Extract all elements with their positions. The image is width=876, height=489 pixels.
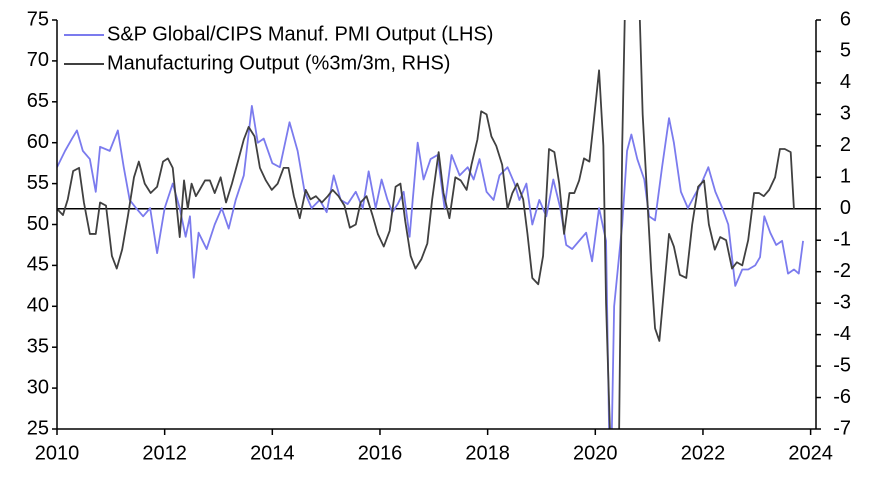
y-tick-label: 40	[27, 295, 49, 317]
x-tick-label: 2024	[788, 442, 833, 464]
series-line	[57, 20, 795, 429]
y-tick-label: 65	[27, 90, 49, 112]
y2-tick-label: 5	[840, 40, 851, 62]
y-tick-label: 35	[27, 335, 49, 357]
y2-tick-label: -6	[833, 386, 851, 408]
y-tick-label: 70	[27, 49, 49, 71]
y-tick-label: 75	[27, 8, 49, 30]
y-tick-label: 60	[27, 131, 49, 153]
legend-label: S&P Global/CIPS Manuf. PMI Output (LHS)	[107, 23, 493, 45]
series-line	[57, 104, 804, 429]
x-tick-label: 2010	[35, 442, 80, 464]
y-tick-label: 25	[27, 417, 49, 439]
y2-tick-label: -3	[833, 291, 851, 313]
y-tick-label: 50	[27, 213, 49, 235]
x-tick-label: 2012	[142, 442, 187, 464]
y2-tick-label: 3	[840, 103, 851, 125]
y2-tick-label: -7	[833, 417, 851, 439]
y2-tick-label: -4	[833, 323, 851, 345]
y-tick-label: 45	[27, 254, 49, 276]
x-tick-label: 2018	[465, 442, 510, 464]
y2-tick-label: 0	[840, 197, 851, 219]
axes-layer: 2530354045505560657075-7-6-5-4-3-2-10123…	[27, 8, 851, 464]
y2-tick-label: -5	[833, 354, 851, 376]
lines-layer	[57, 20, 804, 429]
y2-tick-label: -2	[833, 260, 851, 282]
x-tick-label: 2022	[681, 442, 726, 464]
legend-label: Manufacturing Output (%3m/3m, RHS)	[107, 52, 450, 74]
y2-tick-label: 2	[840, 134, 851, 156]
x-tick-label: 2014	[250, 442, 295, 464]
y2-tick-label: 1	[840, 166, 851, 188]
x-tick-label: 2020	[573, 442, 618, 464]
y2-tick-label: 6	[840, 8, 851, 30]
x-tick-label: 2016	[358, 442, 403, 464]
y2-tick-label: -1	[833, 229, 851, 251]
y-tick-label: 55	[27, 172, 49, 194]
y-tick-label: 30	[27, 376, 49, 398]
y2-tick-label: 4	[840, 71, 851, 93]
